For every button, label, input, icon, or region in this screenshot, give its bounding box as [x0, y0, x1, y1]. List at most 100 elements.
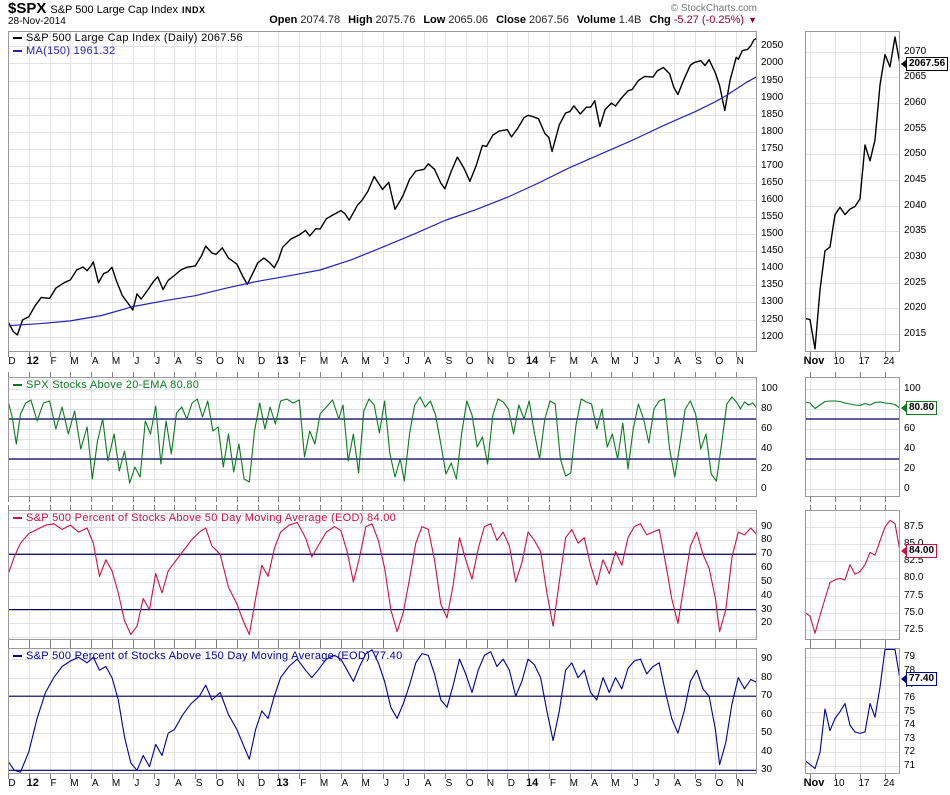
top-mini-axis-xtick: 17: [858, 356, 870, 367]
stockcharts-credit: © StockCharts.com: [670, 3, 757, 14]
bottom-axis-xtick: A: [674, 778, 682, 789]
top-axis-xtick: A: [674, 356, 682, 367]
bottom-axis-xtick: S: [195, 778, 203, 789]
bottom-axis-xtick: N: [486, 778, 495, 789]
legend-price: S&P 500 Large Cap Index (Daily) 2067.56: [13, 32, 243, 44]
bottom-axis-xtick: N: [237, 778, 245, 789]
above50ma-value-tag: 84.00: [901, 544, 938, 559]
high-label: High: [348, 14, 373, 26]
top-axis-xtick: M: [569, 356, 578, 367]
price-mini-chart: [805, 31, 900, 352]
price-chart-ytick: 2000: [761, 57, 784, 69]
bottom-axis-xtick: J: [134, 778, 140, 789]
bottom-axis-xtick: A: [424, 778, 432, 789]
high-value: 2075.76: [375, 14, 416, 26]
legend-ma150-label: MA(150) 1961.32: [26, 45, 116, 57]
above20ema-chart-ytick: 60: [761, 423, 773, 434]
top-axis-xtick: A: [341, 356, 349, 367]
bottom-axis-xtick: F: [50, 778, 57, 789]
above150ma-mini-chart-ytick: 73: [904, 732, 916, 744]
above150ma-mini-chart-ytick: 75: [904, 705, 916, 717]
bottom-axis-xtick: M: [569, 778, 578, 789]
legend-above150ma: S&P 500 Percent of Stocks Above 150 Day …: [13, 650, 403, 662]
bottom-mini-axis-xtick: Nov: [803, 777, 825, 789]
open-value: 2074.78: [300, 14, 341, 26]
axis-tick-strip: [810, 497, 886, 502]
above50ma-chart-ytick: 20: [761, 617, 773, 629]
top-axis-xtick: J: [384, 356, 389, 367]
chg-value: -5.27 (-0.25%): [673, 14, 745, 26]
top-axis-xtick: F: [50, 356, 57, 367]
legend-above50ma-label: S&P 500 Percent of Stocks Above 50 Day M…: [26, 512, 397, 524]
top-axis-xtick: F: [549, 356, 556, 367]
top-axis-xtick: M: [611, 356, 620, 367]
above50ma-mini-chart-ytick: 75.0: [904, 606, 924, 618]
bottom-axis-xtick: D: [8, 778, 16, 789]
price-mini-chart-ytick: 2060: [904, 96, 927, 108]
bottom-axis-xtick: 13: [276, 777, 289, 789]
above20ema-chart-ytick: 100: [761, 383, 778, 394]
legend-above20ema-swatch: [13, 384, 22, 386]
volume-value: 1.4B: [618, 14, 642, 26]
chart-date: 28-Nov-2014: [8, 16, 66, 27]
bottom-axis-xtick: J: [633, 778, 639, 789]
bottom-axis-xtick: A: [591, 778, 598, 789]
top-axis-xtick: J: [134, 356, 140, 367]
above20ema-value-tag-box: 80.80: [906, 401, 938, 416]
close-label: Close: [496, 14, 527, 26]
bottom-mini-axis-xtick: 10: [833, 778, 845, 789]
above20ema-chart-ytick: 80: [761, 403, 773, 414]
legend-ma150: MA(150) 1961.32: [13, 45, 116, 57]
above150ma-chart-ytick: 60: [761, 708, 773, 720]
top-axis-xtick: O: [216, 356, 224, 367]
price-chart-ytick: 1750: [761, 142, 784, 154]
top-axis-xtick: S: [195, 356, 203, 367]
top-axis-xtick: M: [111, 356, 121, 367]
low-value: 2065.06: [448, 14, 489, 26]
above20ema-mini-chart-ytick: 0: [904, 483, 910, 494]
top-axis-xtick: M: [361, 356, 370, 367]
above150ma-value-tag: 77.40: [901, 672, 938, 687]
above150ma-chart-ytick: 80: [761, 671, 773, 683]
top-axis-xtick: O: [465, 356, 474, 367]
axis-tick-strip: [8, 774, 737, 779]
axis-tick-strip: [8, 505, 737, 510]
top-axis-xtick: O: [715, 356, 724, 367]
top-axis-xtick: A: [424, 356, 432, 367]
bottom-axis-xtick: S: [695, 778, 702, 789]
bottom-axis-xtick: M: [70, 778, 79, 789]
above50ma-chart-ytick: 60: [761, 562, 773, 574]
above20ema-value-tag: 80.80: [901, 401, 938, 416]
bottom-axis-xtick: J: [384, 778, 389, 789]
above50ma-mini-chart-ytick: 85.0: [904, 538, 923, 550]
axis-tick-strip: [8, 372, 737, 377]
above20ema-mini-chart-ytick: 100: [904, 383, 921, 394]
above50ma-chart-ytick: 90: [761, 520, 773, 532]
chg-label: Chg: [649, 14, 671, 26]
above50ma-chart-ytick: 80: [761, 534, 773, 546]
price-value-tag: 2067.56: [901, 57, 949, 72]
close-value: 2067.56: [529, 14, 569, 26]
price-chart-ytick: 1200: [761, 330, 784, 342]
top-axis-xtick: J: [654, 356, 660, 367]
top-axis-xtick: J: [155, 356, 161, 367]
price-mini-chart-ytick: 2035: [904, 225, 927, 237]
legend-above150ma-label: S&P 500 Percent of Stocks Above 150 Day …: [26, 650, 403, 662]
above20ema-mini-chart-series-0: [805, 400, 900, 410]
price-mini-chart-series-0: [805, 36, 900, 350]
above150ma-mini-chart-ytick: 71: [904, 759, 916, 771]
above20ema-chart-ytick: 40: [761, 443, 773, 454]
above150ma-mini-chart-ytick: 76: [904, 692, 916, 704]
above50ma-value-tag-arrow: [901, 547, 906, 556]
above20ema-value-tag-arrow: [901, 404, 906, 413]
above150ma-chart-series-0: [8, 649, 757, 773]
price-chart-ytick: 1950: [761, 74, 784, 86]
open-label: Open: [269, 14, 298, 26]
top-axis-xtick: D: [507, 356, 515, 367]
top-axis-xtick: D: [8, 356, 16, 367]
bottom-axis-xtick: J: [654, 778, 660, 789]
above50ma-mini-chart-ytick: 82.5: [904, 555, 924, 567]
legend-above50ma-swatch: [13, 517, 22, 519]
top-axis-xtick: A: [591, 356, 598, 367]
price-chart-ytick: 1500: [761, 228, 784, 240]
